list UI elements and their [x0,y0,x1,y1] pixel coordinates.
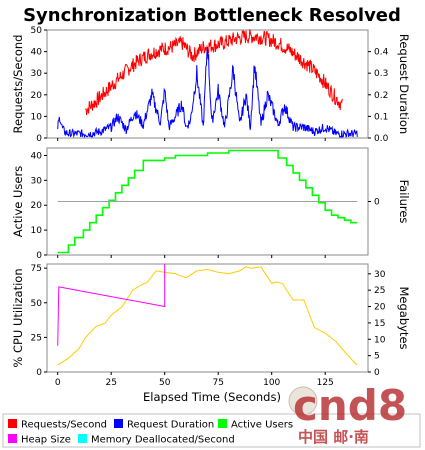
series-line-requests-second [85,29,343,116]
watermark-subtext: 中国 邮·南 [298,428,369,446]
y-left-tick-label: 50 [31,299,43,309]
y-left-axis-label: % CPU Utilization [11,268,25,367]
plot-area [46,29,369,139]
watermark-logo: cnd8 中国 邮·南 [288,381,407,446]
legend-swatch-duration [114,419,123,428]
legend: Requests/Second Request Duration Active … [2,413,421,448]
panel-active-users: 0 10 20 30 40 0 Active Users Failures [11,147,411,261]
chart-title: Synchronization Bottleneck Resolved [23,5,401,26]
x-tick-label: 125 [317,378,334,388]
y-left-tick-label: 40 [31,48,43,58]
y-left-tick-label: 10 [31,112,43,122]
x-tick-label: 25 [105,378,116,388]
y-right-tick-label: 25 [374,286,385,296]
y-right-tick-label: 0 [374,368,380,378]
panel-cpu-memory: 0 25 50 75 0 5 10 15 20 25 30 % CPU Utilization Mega… [11,263,411,388]
y-right-tick-label: 30 [374,270,386,280]
legend-label-heap: Heap Size [21,435,71,446]
y-left-tick-label: 10 [31,226,43,236]
y-left-tick-label: 40 [31,151,43,161]
x-axis-label: Elapsed Time (Seconds) [143,390,281,404]
y-right-tick-label: 0.2 [374,91,388,101]
legend-label-memory: Memory Deallocated/Second [91,435,235,446]
legend-label-duration: Request Duration [127,420,214,431]
y-left-tick-label: 50 [31,26,43,36]
y-left-tick-label: 75 [31,264,42,274]
legend-label-requests: Requests/Second [21,420,107,431]
x-tick-label: 0 [55,378,61,388]
y-left-tick-label: 30 [31,176,43,186]
legend-label-users: Active Users [231,420,293,431]
series-line-cpu-utilization [57,266,358,366]
y-right-tick-label: 15 [374,319,385,329]
series-line-active-users [57,149,358,254]
y-left-tick-label: 20 [31,91,43,101]
y-right-axis-label: Failures [397,180,411,224]
y-left-tick-label: 0 [36,134,42,144]
legend-swatch-requests [8,419,17,428]
y-left-tick-label: 30 [31,69,43,79]
panel-requests: 0 10 20 30 40 50 0.0 0.1 0.2 0.3 0.4 Requests/Secon… [11,26,411,144]
legend-swatch-memory [78,434,87,443]
y-left-tick-label: 0 [36,251,42,261]
y-left-tick-label: 25 [31,333,42,343]
y-right-tick-label: 0.0 [374,134,389,144]
y-left-axis-label: Active Users [11,166,25,237]
y-left-tick-label: 20 [31,201,43,211]
y-right-tick-label: 20 [374,303,386,313]
y-left-tick-label: 0 [36,368,42,378]
x-tick-label: 75 [212,378,223,388]
y-left-axis-label: Requests/Second [11,35,25,134]
x-tick-label: 100 [263,378,280,388]
y-right-tick-label: 0.4 [374,48,389,58]
y-right-tick-label: 0 [374,198,380,208]
series-line-request-duration [57,46,358,139]
y-right-tick-label: 0.1 [374,112,388,122]
legend-swatch-heap [8,434,17,443]
y-right-axis-label: Request Duration [397,34,411,134]
y-right-tick-label: 10 [374,335,386,345]
legend-swatch-users [218,419,227,428]
y-right-axis-label: Megabytes [397,286,411,349]
plot-area [46,263,369,373]
y-right-tick-label: 5 [374,352,380,362]
x-tick-label: 50 [159,378,171,388]
watermark-text: cnd8 [293,381,407,430]
y-right-tick-label: 0.3 [374,69,388,79]
series-line-heap-size [57,264,166,346]
